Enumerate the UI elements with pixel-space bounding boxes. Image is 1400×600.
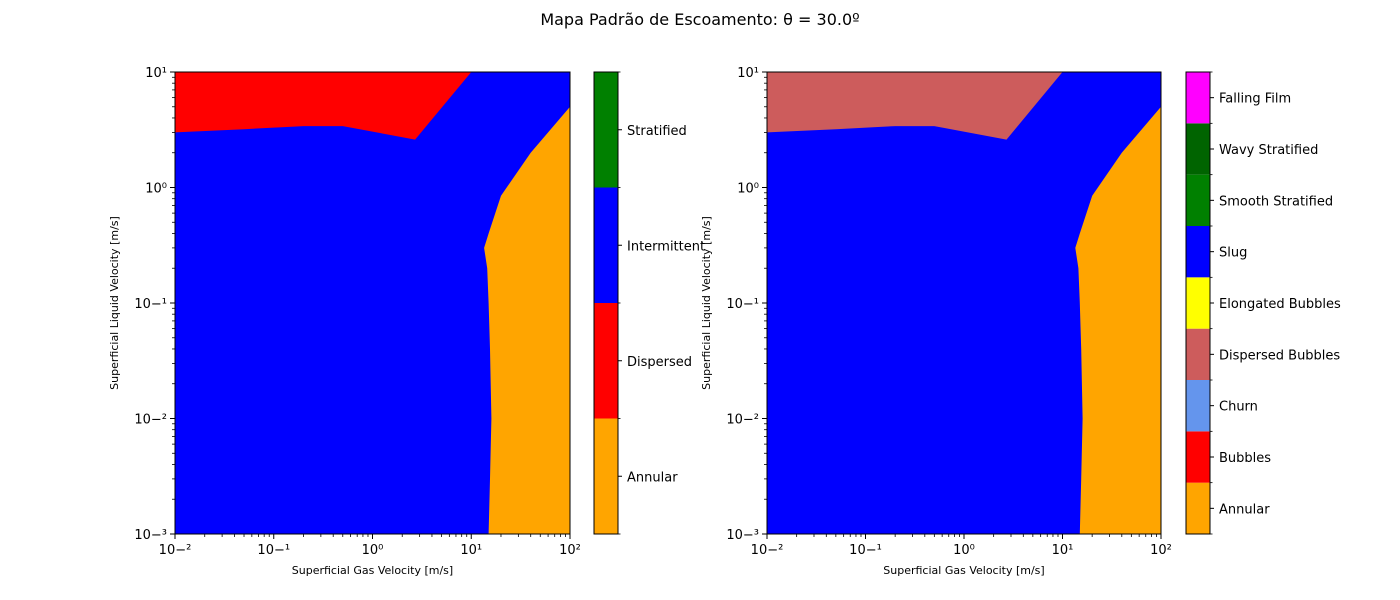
y-tick-label: 10−¹ — [726, 297, 759, 312]
y-tick-label: 10−² — [134, 413, 167, 428]
y-tick-label: 10¹ — [145, 66, 167, 81]
colorbar-segment — [1186, 226, 1210, 278]
colorbar-label: Slug — [1219, 246, 1247, 261]
x-tick-label: 10−¹ — [849, 543, 882, 558]
figure-title: Mapa Padrão de Escoamento: θ = 30.0º — [540, 10, 860, 29]
y-axis-label: Superficial Liquid Velocity [m/s] — [700, 216, 713, 390]
y-tick-label: 10−³ — [726, 528, 759, 543]
y-tick-label: 10−¹ — [134, 297, 167, 312]
y-tick-label: 10−² — [726, 413, 759, 428]
y-tick-label: 10⁰ — [737, 182, 759, 197]
x-tick-label: 10−² — [159, 543, 192, 558]
colorbar-label: Bubbles — [1219, 451, 1271, 466]
x-tick-label: 10¹ — [1052, 543, 1074, 558]
colorbar-segment — [1186, 123, 1210, 175]
x-axis-label: Superficial Gas Velocity [m/s] — [292, 564, 453, 577]
colorbar-segment — [594, 303, 618, 419]
x-tick-label: 10² — [559, 543, 581, 558]
colorbar-segment — [594, 72, 618, 188]
x-tick-label: 10² — [1150, 543, 1172, 558]
flow-map-right: 10−² 10−¹ 10⁰ 10¹ 10²10−³10−²10−¹10⁰10¹Super… — [700, 66, 1341, 577]
x-tick-label: 10−¹ — [257, 543, 290, 558]
colorbar-segment — [1186, 72, 1210, 124]
colorbar-frame — [593, 71, 619, 535]
colorbar-label: Dispersed — [627, 355, 692, 370]
colorbar-label: Dispersed Bubbles — [1219, 348, 1340, 363]
x-tick-label: 10⁰ — [953, 543, 975, 558]
x-axis-label: Superficial Gas Velocity [m/s] — [883, 564, 1044, 577]
region-dispersed — [175, 72, 472, 140]
colorbar-label: Wavy Stratified — [1219, 143, 1318, 158]
colorbar-segment — [594, 187, 618, 303]
colorbar-segment — [1186, 380, 1210, 432]
colorbar-label: Falling Film — [1219, 92, 1291, 107]
y-tick-label: 10−³ — [134, 528, 167, 543]
y-axis-label: Superficial Liquid Velocity [m/s] — [108, 216, 121, 390]
x-tick-label: 10¹ — [460, 543, 482, 558]
colorbar-segment — [1186, 431, 1210, 483]
x-tick-label: 10−² — [751, 543, 784, 558]
colorbar-segment — [1186, 174, 1210, 226]
y-tick-label: 10⁰ — [145, 182, 167, 197]
colorbar-segment — [1186, 277, 1210, 329]
flow-map-left: 10−² 10−¹ 10⁰ 10¹ 10²10−³10−²10−¹10⁰10¹Super… — [108, 66, 705, 577]
colorbar-label: Annular — [627, 470, 678, 485]
colorbar-segment — [594, 418, 618, 534]
colorbar-segment — [1186, 482, 1210, 534]
region-dispersed-bubbles — [767, 72, 1063, 140]
region-annular — [484, 106, 570, 534]
colorbar-segment — [1186, 328, 1210, 380]
colorbar-label: Churn — [1219, 400, 1258, 415]
colorbar-label: Intermittent — [627, 239, 705, 254]
colorbar-label: Elongated Bubbles — [1219, 297, 1341, 312]
colorbar-label: Annular — [1219, 502, 1270, 517]
colorbar-frame — [1185, 71, 1211, 535]
y-tick-label: 10¹ — [737, 66, 759, 81]
x-tick-label: 10⁰ — [362, 543, 384, 558]
colorbar-label: Smooth Stratified — [1219, 194, 1333, 209]
colorbar-label: Stratified — [627, 124, 687, 139]
region-annular — [1075, 106, 1161, 534]
